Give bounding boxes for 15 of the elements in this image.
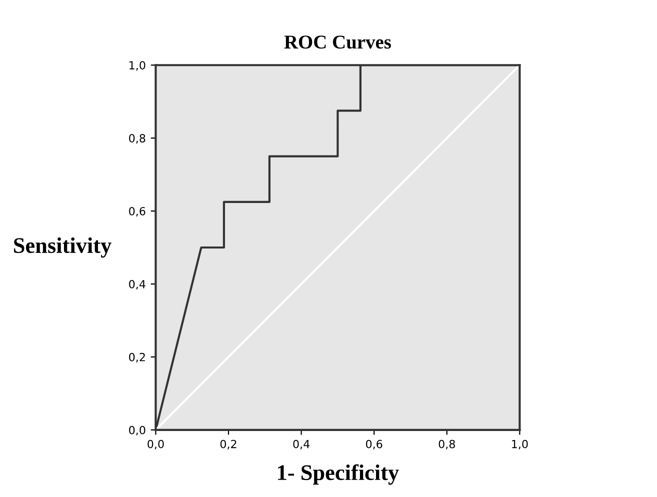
x-tick-label: 0,2 <box>220 440 236 450</box>
y-tick-label: 0,4 <box>129 280 146 290</box>
x-tick-label: 0,4 <box>293 440 310 450</box>
y-tick-label: 0,6 <box>129 207 146 217</box>
x-tick-label: 0,0 <box>148 440 164 450</box>
y-axis-title: Sensitivity <box>14 237 112 258</box>
chart-title: ROC Curves <box>284 36 391 49</box>
x-tick-label: 1,0 <box>512 440 528 450</box>
x-tick-label: 0,8 <box>438 440 455 450</box>
y-tick-label: 0,2 <box>129 352 145 362</box>
x-tick-label: 0,6 <box>366 440 382 450</box>
y-tick-label: 1,0 <box>130 61 146 71</box>
y-tick-label: 0,0 <box>129 426 146 436</box>
x-axis-title: 1- Specificity <box>278 464 399 485</box>
y-tick-label: 0,8 <box>129 134 146 144</box>
